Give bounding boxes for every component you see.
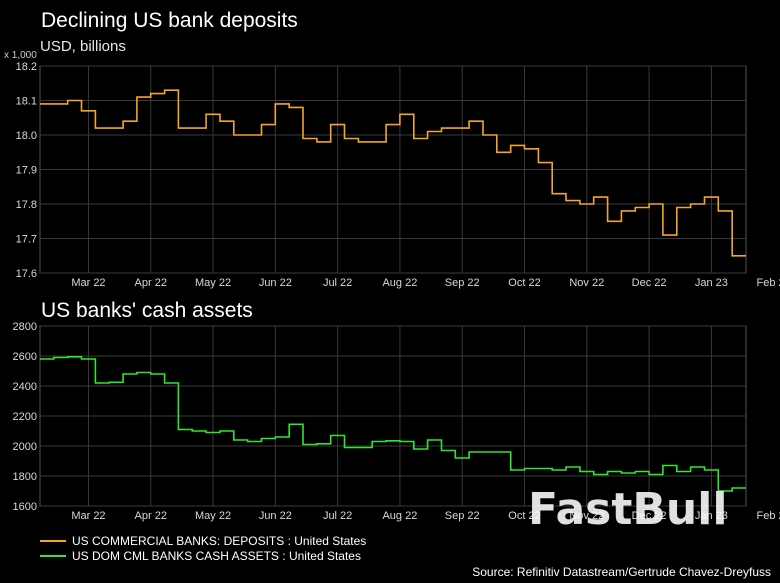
- legend-item-cash-assets: US DOM CML BANKS CASH ASSETS : United St…: [40, 548, 366, 563]
- deposits-x-tick-label: Jul 22: [323, 277, 352, 289]
- cash-assets-chart-title: US banks' cash assets: [41, 299, 253, 322]
- legend-swatch-deposits: [40, 539, 66, 542]
- legend-label-deposits: US COMMERCIAL BANKS: DEPOSITS : United S…: [72, 533, 367, 548]
- cash-assets-x-tick-label: May 22: [195, 510, 231, 522]
- deposits-y-tick-label: 18.0: [16, 130, 37, 142]
- cash-assets-x-tick-label: Oct 22: [508, 510, 540, 522]
- deposits-y-tick-label: 17.6: [16, 268, 37, 280]
- cash-assets-x-tick-label: Sep 22: [445, 510, 480, 522]
- deposits-y-tick-label: 17.9: [16, 165, 37, 177]
- cash-assets-y-tick-label: 2400: [13, 381, 37, 393]
- cash-assets-line-chart: 1600 1800 2000 2200 2400 2600 2800 Mar 22 Apr 22…: [13, 321, 780, 522]
- cash-assets-y-tick-label: 2600: [13, 351, 37, 363]
- cash-assets-x-tick-label: Jan 23: [695, 510, 728, 522]
- cash-assets-y-tick-label: 2000: [13, 441, 37, 453]
- cash-assets-series-line: [40, 356, 746, 492]
- deposits-x-tick-label: Jan 23: [695, 277, 728, 289]
- legend-label-cash-assets: US DOM CML BANKS CASH ASSETS : United St…: [72, 548, 361, 563]
- cash-assets-x-tick-label: Jun 22: [259, 510, 292, 522]
- cash-assets-y-tick-label: 1800: [13, 471, 37, 483]
- cash-assets-x-tick-label: Dec 22: [632, 510, 667, 522]
- cash-assets-x-tick-label: Apr 22: [135, 510, 167, 522]
- deposits-series-line: [40, 89, 746, 257]
- cash-assets-y-tick-label: 1600: [13, 501, 37, 513]
- source-note: Source: Refinitiv Datastream/Gertrude Ch…: [472, 565, 771, 579]
- deposits-x-tick-label: Apr 22: [135, 277, 167, 289]
- deposits-x-tick-label: Feb 23: [757, 277, 780, 289]
- cash-assets-x-tick-label: Nov 22: [569, 510, 604, 522]
- cash-assets-y-tick-label: 2800: [13, 321, 37, 333]
- deposits-x-tick-label: Mar 22: [71, 277, 105, 289]
- fastbull-watermark: FastBull: [528, 484, 728, 535]
- deposits-x-tick-label: Aug 22: [382, 277, 417, 289]
- cash-assets-x-tick-label: Jul 22: [323, 510, 352, 522]
- deposits-y-tick-label: 18.2: [16, 61, 37, 73]
- deposits-x-tick-label: May 22: [195, 277, 231, 289]
- deposits-line-chart: 17.6 17.7 17.8 17.9 18.0 18.1 18.2 Mar 22 Apr 22…: [16, 61, 780, 289]
- deposits-y-tick-label: 17.7: [16, 234, 37, 246]
- deposits-x-tick-label: Oct 22: [508, 277, 540, 289]
- deposits-chart-subtitle: USD, billions: [40, 38, 126, 55]
- deposits-x-tick-label: Sep 22: [445, 277, 480, 289]
- cash-assets-x-tick-label: Mar 22: [71, 510, 105, 522]
- deposits-x-tick-label: Jun 22: [259, 277, 292, 289]
- legend-swatch-cash-assets: [40, 554, 66, 557]
- cash-assets-x-tick-label: Aug 22: [382, 510, 417, 522]
- deposits-y-multiplier: x 1,000: [4, 50, 37, 61]
- deposits-y-tick-label: 17.8: [16, 199, 37, 211]
- legend-item-deposits: US COMMERCIAL BANKS: DEPOSITS : United S…: [40, 533, 366, 548]
- legend: US COMMERCIAL BANKS: DEPOSITS : United S…: [40, 533, 366, 563]
- deposits-y-tick-label: 18.1: [16, 96, 37, 108]
- deposits-x-tick-label: Dec 22: [632, 277, 667, 289]
- deposits-x-tick-label: Nov 22: [569, 277, 604, 289]
- deposits-chart-title: Declining US bank deposits: [41, 9, 298, 32]
- cash-assets-x-tick-label: Feb 23: [757, 510, 780, 522]
- cash-assets-y-tick-label: 2200: [13, 411, 37, 423]
